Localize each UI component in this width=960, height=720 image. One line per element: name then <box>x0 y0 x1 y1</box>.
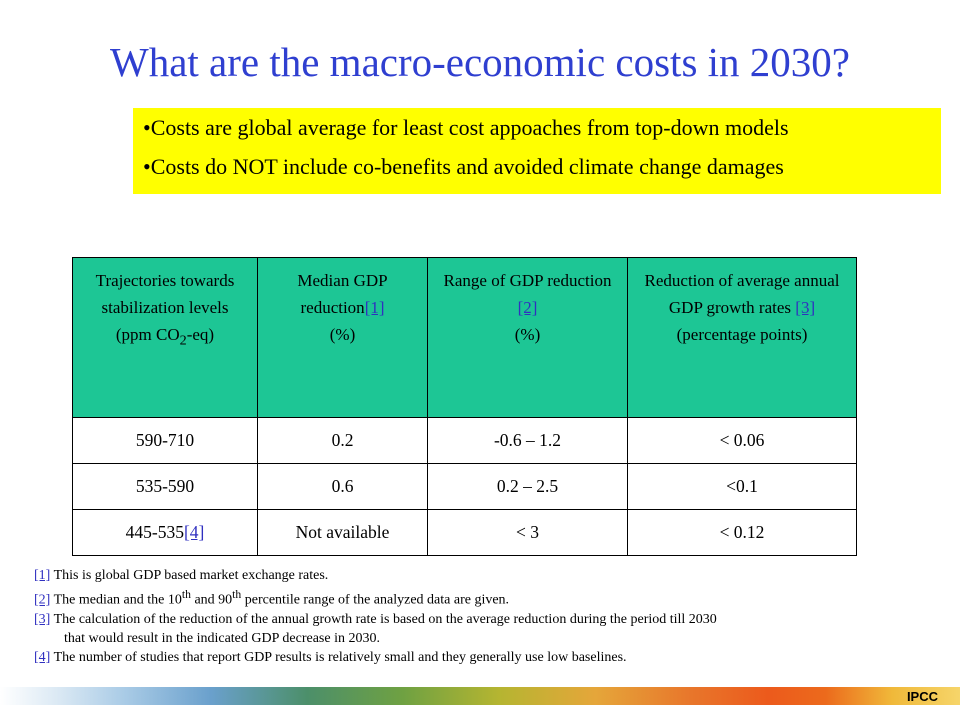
table-row: 445-535[4] Not available < 3 < 0.12 <box>72 509 857 556</box>
header-trajectories: Trajectories towards stabilization level… <box>72 257 258 418</box>
footnote-text: The median and the 10 <box>50 592 182 608</box>
cell-growth: < 0.06 <box>627 417 857 464</box>
header-range: Range of GDP reduction [2] (%) <box>427 257 628 418</box>
footnote-link[interactable]: [1] <box>34 568 51 583</box>
cell-text: 445-535 <box>125 522 184 542</box>
footnote-text: and 90 <box>190 592 233 608</box>
header-unit: (%) <box>514 325 541 344</box>
footnote-text: The number of studies that report GDP re… <box>50 649 627 665</box>
footnote: [4] The number of studies that report GD… <box>34 648 954 667</box>
footnote-link[interactable]: [4] <box>34 649 51 665</box>
header-unit: (%) <box>329 325 356 344</box>
cell-growth: < 0.12 <box>627 509 857 556</box>
footnote: [3] The calculation of the reduction of … <box>34 610 954 629</box>
table-row: 590-710 0.2 -0.6 – 1.2 < 0.06 <box>72 417 857 464</box>
header-unit: (ppm CO <box>115 325 180 344</box>
cell-level: 445-535[4] <box>72 509 258 556</box>
footnote-link[interactable]: [2] <box>34 592 51 608</box>
header-text: Trajectories towards stabilization level… <box>95 271 235 317</box>
footnote-text: This is global GDP based market exchange… <box>50 568 329 583</box>
cell-range: < 3 <box>427 509 628 556</box>
ipcc-label: IPCC <box>906 689 938 704</box>
highlight-box: •Costs are global average for least cost… <box>133 108 941 194</box>
footer-gradient-bar <box>0 687 960 705</box>
footnote-link[interactable]: [2] <box>517 298 538 317</box>
bullet-point: •Costs do NOT include co-benefits and av… <box>143 154 784 179</box>
footnote-link[interactable]: [3] <box>795 298 816 317</box>
header-unit: (percentage points) <box>676 325 808 344</box>
page-title: What are the macro-economic costs in 203… <box>110 39 850 85</box>
header-text: Reduction of average annual GDP growth r… <box>644 271 840 317</box>
header-unit-end: -eq) <box>186 325 215 344</box>
footnote: [1] This is global GDP based market exch… <box>34 566 954 585</box>
footnote-link[interactable]: [3] <box>34 611 51 627</box>
footnote-text: The calculation of the reduction of the … <box>50 611 717 627</box>
footnote-link[interactable]: [4] <box>183 522 205 542</box>
costs-table: Trajectories towards stabilization level… <box>72 257 857 556</box>
table-header-row: Trajectories towards stabilization level… <box>72 257 857 418</box>
header-median: Median GDP reduction[1] (%) <box>257 257 428 418</box>
cell-level: 590-710 <box>72 417 258 464</box>
cell-range: 0.2 – 2.5 <box>427 463 628 510</box>
header-text: Median GDP reduction <box>297 271 388 317</box>
cell-median: 0.2 <box>257 417 428 464</box>
footnote-link[interactable]: [1] <box>364 298 385 317</box>
table-row: 535-590 0.6 0.2 – 2.5 <0.1 <box>72 463 857 510</box>
cell-level: 535-590 <box>72 463 258 510</box>
cell-range: -0.6 – 1.2 <box>427 417 628 464</box>
cell-text: 535-590 <box>135 476 195 496</box>
footnote: [2] The median and the 10th and 90th per… <box>34 585 954 610</box>
cell-text: 590-710 <box>135 430 195 450</box>
footnote-text: percentile range of the analyzed data ar… <box>241 592 510 608</box>
cell-growth: <0.1 <box>627 463 857 510</box>
bullet-point: •Costs are global average for least cost… <box>143 115 789 140</box>
cell-median: 0.6 <box>257 463 428 510</box>
header-growth: Reduction of average annual GDP growth r… <box>627 257 857 418</box>
cell-median: Not available <box>257 509 428 556</box>
header-text: Range of GDP reduction <box>443 271 612 290</box>
footnotes: [1] This is global GDP based market exch… <box>34 566 954 667</box>
superscript: th <box>181 588 191 601</box>
header-subscript: 2 <box>179 332 187 349</box>
superscript: th <box>232 588 242 601</box>
footnote-continuation: that would result in the indicated GDP d… <box>64 630 380 646</box>
